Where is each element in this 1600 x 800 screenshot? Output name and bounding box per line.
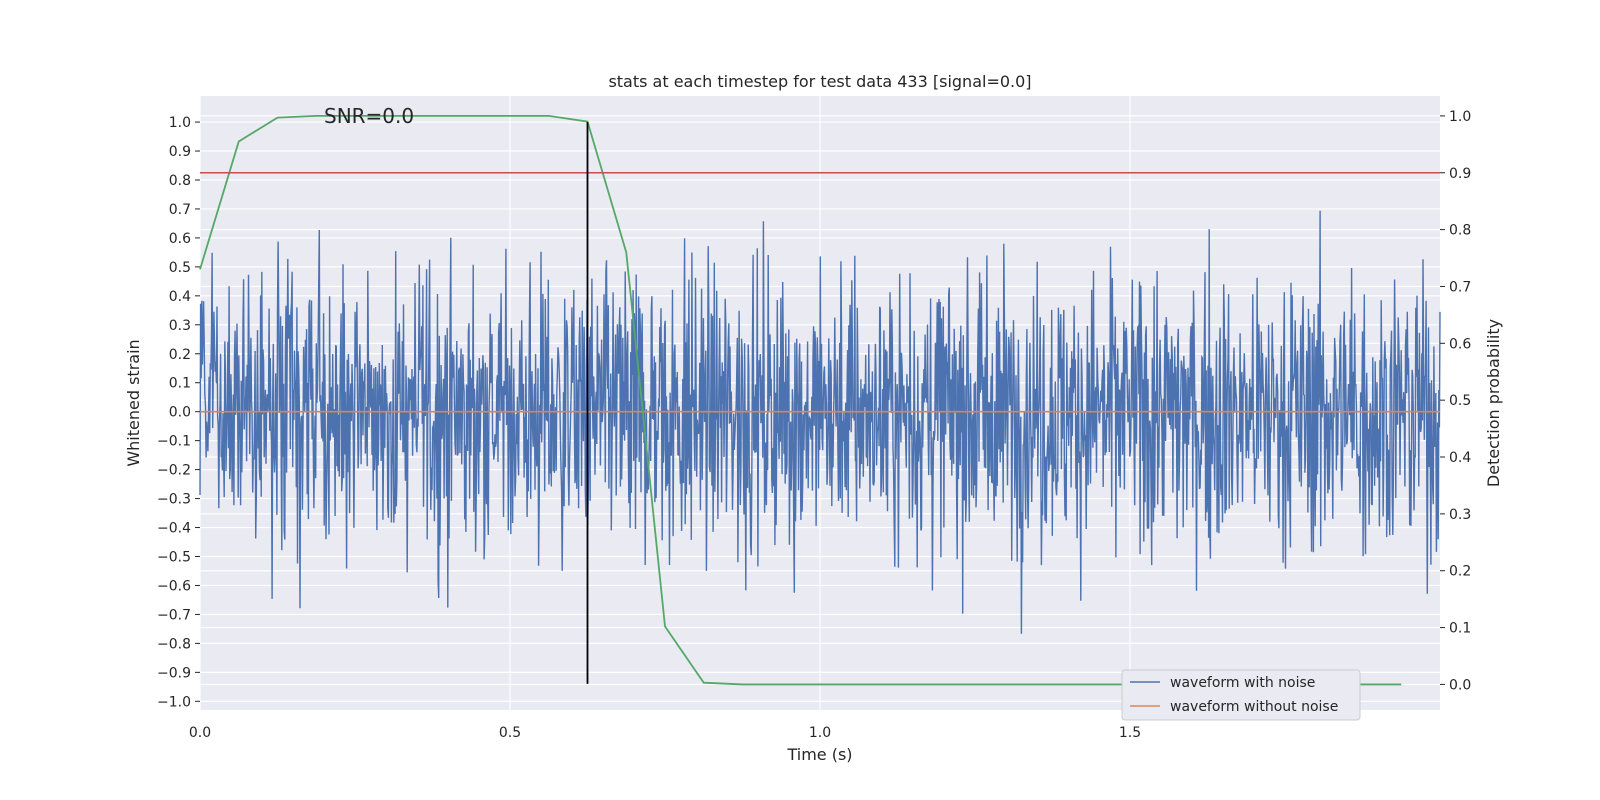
x-tick-label: 1.0: [809, 725, 831, 741]
y-tick-label-right: 0.9: [1449, 166, 1471, 182]
y-tick-label-left: 0.6: [169, 231, 191, 247]
chart-title: stats at each timestep for test data 433…: [608, 72, 1031, 91]
y-tick-label-left: −0.2: [157, 463, 191, 479]
y-tick-label-right: 0.6: [1449, 336, 1471, 352]
y-tick-label-left: 0.3: [169, 318, 191, 334]
y-tick-label-right: 0.4: [1449, 450, 1471, 466]
y-tick-label-right: 0.0: [1449, 677, 1471, 693]
y-tick-label-left: −0.7: [157, 607, 191, 623]
y-tick-label-left: 0.9: [169, 144, 191, 160]
y-tick-label-left: −0.1: [157, 434, 191, 450]
y-tick-label-left: 0.2: [169, 347, 191, 363]
snr-annotation: SNR=0.0: [324, 104, 414, 128]
x-axis-label: Time (s): [786, 745, 852, 764]
series-waveform-with-noise: [199, 210, 1441, 634]
y-tick-label-left: 1.0: [169, 115, 191, 131]
y-tick-label-left: −0.4: [157, 521, 191, 537]
x-tick-label: 0.5: [499, 725, 521, 741]
y-axis-label-right: Detection probability: [1484, 319, 1503, 487]
y-tick-label-right: 0.5: [1449, 393, 1471, 409]
y-tick-label-left: 0.0: [169, 405, 191, 421]
y-tick-label-left: −1.0: [157, 694, 191, 710]
y-tick-label-left: −0.8: [157, 636, 191, 652]
legend-box: [1121, 669, 1361, 721]
y-tick-label-right: 0.3: [1449, 507, 1471, 523]
axes: 0.0 0.5 1.0 1.5 1.0 0.9 0.8 0.7 0.6 0.5 0.4 0.3 0.2 0…: [157, 109, 1471, 741]
y-tick-label-left: −0.3: [157, 492, 191, 508]
reference-lines: [200, 122, 1440, 684]
legend: waveform with noise waveform without noi…: [1121, 669, 1361, 721]
x-tick-label: 0.0: [189, 725, 211, 741]
y-tick-label-right: 0.8: [1449, 223, 1471, 239]
y-tick-label-left: −0.9: [157, 665, 191, 681]
y-tick-label-left: 0.4: [169, 289, 191, 305]
y-tick-label-left: 0.1: [169, 376, 191, 392]
y-tick-label-left: 0.5: [169, 260, 191, 276]
y-tick-label-right: 0.7: [1449, 279, 1471, 295]
legend-label-waveform-with-noise: waveform with noise: [1170, 675, 1315, 691]
y-tick-label-right: 0.2: [1449, 564, 1471, 580]
x-tick-label: 1.5: [1119, 725, 1141, 741]
y-tick-label-left: 0.7: [169, 202, 191, 218]
y-axis-label-left: Whitened strain: [124, 339, 143, 466]
y-tick-label-left: −0.6: [157, 578, 191, 594]
y-tick-label-right: 0.1: [1449, 621, 1471, 637]
y-tick-label-left: 0.8: [169, 173, 191, 189]
y-tick-label-right: 1.0: [1449, 109, 1471, 125]
y-tick-label-left: −0.5: [157, 550, 191, 566]
legend-label-waveform-without-noise: waveform without noise: [1170, 699, 1338, 715]
